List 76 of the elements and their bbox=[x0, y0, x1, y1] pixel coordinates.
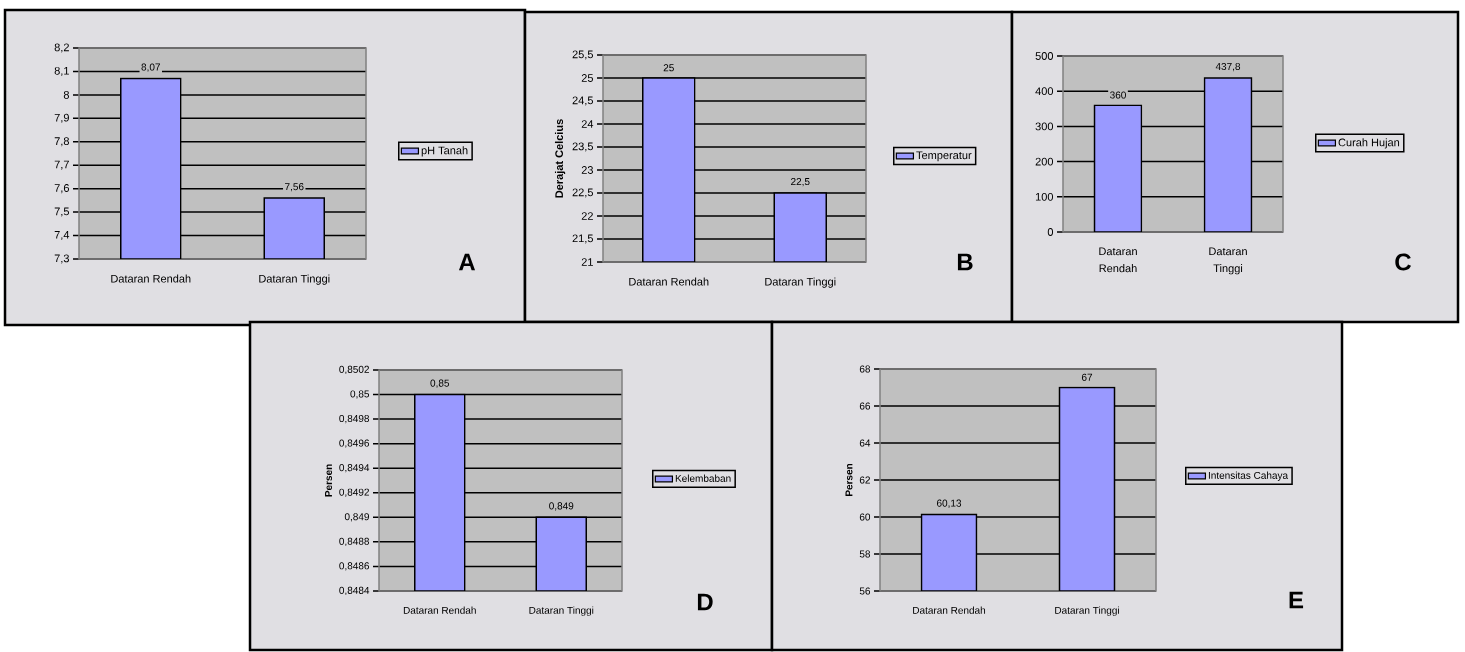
x-tick-label: Dataran Tinggi bbox=[1055, 606, 1119, 616]
y-tick-label: 0,8488 bbox=[339, 537, 370, 547]
y-tick-label: 8,2 bbox=[54, 43, 69, 53]
y-tick-label: 7,7 bbox=[54, 160, 69, 170]
y-tick-label: 100 bbox=[1035, 192, 1054, 201]
text: E bbox=[1289, 591, 1304, 609]
y-tick-label: 400 bbox=[1035, 87, 1054, 96]
y-tick-label: 22 bbox=[581, 212, 593, 220]
y-tick-label: 58 bbox=[859, 550, 871, 558]
y-tick-label: 24 bbox=[581, 120, 594, 128]
y-tick-label: 7,3 bbox=[54, 254, 69, 264]
data-label: 22,5 bbox=[791, 178, 810, 187]
y-tick-label: 23,5 bbox=[572, 142, 593, 152]
y-tick-label: 200 bbox=[1035, 157, 1054, 166]
y-tick-label: 0,8494 bbox=[339, 464, 370, 473]
y-tick-label: 7,5 bbox=[54, 207, 69, 217]
text: B bbox=[957, 253, 973, 271]
y-tick-label: 68 bbox=[859, 365, 871, 373]
y-tick-label: 0,85 bbox=[350, 390, 370, 399]
y-tick-label: 66 bbox=[859, 402, 871, 410]
y-axis-title: Persen bbox=[845, 463, 853, 496]
y-axis-title: Derajat Celcius bbox=[554, 119, 566, 198]
x-tick-label: Dataran Tinggi bbox=[529, 606, 594, 616]
data-label: 60,13 bbox=[937, 499, 962, 508]
legend-label: Temperatur bbox=[916, 151, 972, 162]
data-label: 8,07 bbox=[141, 63, 160, 72]
y-tick-label: 8 bbox=[63, 91, 69, 99]
y-tick-label: 21 bbox=[581, 258, 593, 266]
text: D bbox=[697, 593, 713, 611]
y-tick-label: 64 bbox=[859, 439, 871, 447]
y-tick-label: 25 bbox=[581, 74, 593, 82]
data-label: 7,56 bbox=[285, 183, 304, 192]
y-tick-label: 7,4 bbox=[54, 231, 70, 241]
legend-label: Kelembaban bbox=[675, 474, 731, 482]
y-tick-label: 300 bbox=[1035, 122, 1054, 131]
x-tick-label: Dataran Rendah bbox=[913, 606, 986, 614]
y-tick-label: 0 bbox=[1047, 228, 1054, 236]
y-tick-label: 25,5 bbox=[572, 50, 593, 60]
x-tick-label: Dataran Rendah bbox=[629, 277, 709, 286]
y-tick-label: 0,8502 bbox=[339, 365, 369, 375]
data-label: 437,8 bbox=[1215, 62, 1241, 72]
y-tick-label: 62 bbox=[859, 476, 870, 484]
data-label: 0,85 bbox=[430, 379, 450, 388]
y-tick-label: 56 bbox=[859, 587, 871, 595]
y-tick-label: 24,5 bbox=[572, 96, 593, 106]
legend-label: pH Tanah bbox=[421, 146, 468, 157]
y-tick-label: 23 bbox=[581, 166, 593, 174]
y-tick-label: 7,6 bbox=[54, 184, 69, 194]
y-tick-label: 0,8492 bbox=[339, 488, 369, 497]
x-tick-label: Dataran Tinggi bbox=[259, 274, 330, 285]
data-label: 67 bbox=[1081, 373, 1093, 381]
x-tick-label: Dataran Tinggi bbox=[1209, 247, 1247, 275]
y-tick-label: 0,8484 bbox=[339, 586, 370, 596]
y-tick-label: 21,5 bbox=[572, 234, 593, 244]
data-label: 0,849 bbox=[549, 502, 574, 511]
y-axis-title: Persen bbox=[325, 464, 333, 497]
y-tick-label: 0,8498 bbox=[339, 414, 370, 424]
y-tick-label: 7,9 bbox=[54, 113, 69, 123]
text: A bbox=[458, 253, 476, 271]
x-tick-label: Dataran Rendah bbox=[1099, 247, 1137, 273]
x-tick-label: Dataran Rendah bbox=[111, 274, 191, 283]
y-tick-label: 500 bbox=[1035, 52, 1054, 60]
y-tick-label: 0,849 bbox=[344, 513, 370, 522]
text: C bbox=[1395, 253, 1412, 271]
y-tick-label: 22,5 bbox=[572, 188, 593, 198]
y-tick-label: 0,8496 bbox=[339, 439, 370, 448]
data-label: 25 bbox=[663, 64, 674, 72]
y-tick-label: 7,8 bbox=[54, 137, 69, 147]
y-tick-label: 8,1 bbox=[54, 66, 69, 76]
x-tick-label: Dataran Rendah bbox=[403, 606, 476, 614]
data-label: 360 bbox=[1110, 91, 1126, 99]
y-tick-label: 60 bbox=[859, 513, 871, 521]
x-tick-label: Dataran Tinggi bbox=[765, 277, 836, 288]
y-tick-label: 0,8486 bbox=[339, 562, 370, 571]
legend-label: Intensitas Cahaya bbox=[1208, 471, 1289, 481]
legend-label: Curah Hujan bbox=[1338, 138, 1400, 149]
